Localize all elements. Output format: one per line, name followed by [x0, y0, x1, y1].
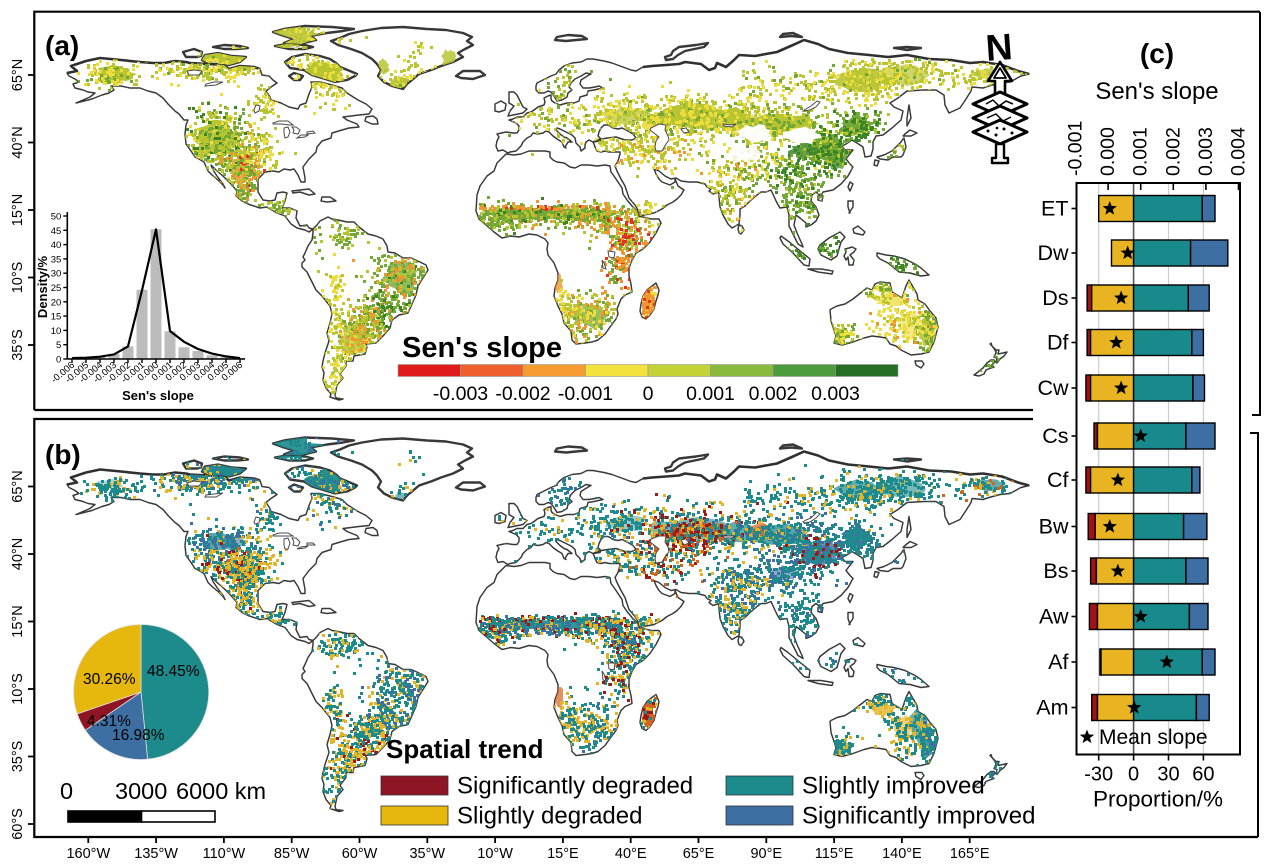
svg-text:40°N: 40°N [10, 538, 26, 570]
svg-text:Cf: Cf [1047, 468, 1069, 492]
svg-text:0: 0 [60, 778, 73, 804]
svg-text:15°E: 15°E [547, 846, 579, 862]
svg-text:Aw: Aw [1039, 605, 1069, 629]
svg-text:Am: Am [1036, 696, 1068, 720]
svg-text:0.001: 0.001 [686, 383, 735, 405]
svg-text:-0.001: -0.001 [558, 383, 613, 405]
svg-text:160°W: 160°W [66, 846, 110, 862]
svg-text:15°N: 15°N [10, 605, 26, 637]
svg-text:35°S: 35°S [10, 741, 26, 773]
svg-text:-0.002: -0.002 [495, 383, 550, 405]
svg-text:40: 40 [51, 240, 62, 251]
svg-text:110°W: 110°W [203, 846, 246, 862]
svg-text:Sen's slope: Sen's slope [1095, 78, 1218, 105]
svg-text:ET: ET [1041, 197, 1068, 221]
svg-text:40°E: 40°E [615, 846, 647, 862]
svg-text:48.45%: 48.45% [147, 663, 200, 680]
svg-text:30.26%: 30.26% [83, 671, 136, 688]
svg-text:10: 10 [51, 326, 62, 337]
svg-text:0.002: 0.002 [1162, 127, 1184, 176]
svg-text:16.98%: 16.98% [112, 727, 165, 744]
svg-text:115°E: 115°E [815, 846, 854, 862]
svg-text:35°W: 35°W [409, 846, 445, 862]
svg-text:Mean slope: Mean slope [1099, 726, 1208, 749]
svg-text:0.003: 0.003 [1195, 127, 1217, 176]
svg-text:Significantly degraded: Significantly degraded [457, 773, 693, 800]
svg-text:Slightly improved: Slightly improved [802, 773, 985, 800]
svg-text:4.31%: 4.31% [87, 713, 131, 730]
svg-text:30: 30 [1157, 764, 1179, 786]
svg-text:Proportion/%: Proportion/% [1093, 787, 1223, 812]
svg-text:0.003: 0.003 [811, 383, 860, 405]
svg-text:65°E: 65°E [683, 846, 715, 862]
svg-text:3000: 3000 [115, 778, 167, 804]
svg-text:Significantly improved: Significantly improved [802, 803, 1035, 830]
svg-text:15°N: 15°N [10, 194, 26, 226]
svg-text:50: 50 [51, 212, 62, 223]
svg-text:Df: Df [1047, 331, 1069, 355]
svg-text:(a): (a) [45, 30, 79, 61]
svg-text:Bw: Bw [1039, 515, 1069, 539]
svg-text:-30: -30 [1084, 764, 1113, 786]
svg-text:Cw: Cw [1037, 376, 1069, 400]
svg-text:Density/%: Density/% [35, 255, 50, 318]
svg-text:30: 30 [51, 269, 62, 280]
svg-text:85°W: 85°W [274, 846, 310, 862]
svg-text:165°E: 165°E [950, 846, 990, 862]
svg-text:-0.003: -0.003 [433, 383, 488, 405]
svg-text:140°E: 140°E [882, 846, 922, 862]
svg-text:(c): (c) [1140, 38, 1174, 69]
svg-text:90°E: 90°E [750, 846, 782, 862]
svg-text:60°S: 60°S [10, 808, 26, 840]
svg-text:Dw: Dw [1037, 241, 1069, 265]
svg-text:65°N: 65°N [10, 470, 26, 502]
svg-text:40°N: 40°N [10, 126, 26, 158]
svg-text:Sen's slope: Sen's slope [122, 388, 194, 403]
svg-text:0.000: 0.000 [1097, 127, 1119, 176]
svg-text:15: 15 [51, 312, 62, 323]
svg-text:Af: Af [1048, 650, 1068, 674]
svg-text:Bs: Bs [1043, 559, 1068, 583]
svg-text:0: 0 [56, 355, 61, 366]
svg-text:0: 0 [643, 383, 654, 405]
svg-text:60: 60 [1192, 764, 1214, 786]
svg-text:Sen's slope: Sen's slope [402, 332, 562, 364]
svg-text:35°S: 35°S [10, 329, 26, 361]
svg-text:Spatial trend: Spatial trend [386, 734, 543, 764]
svg-text:10°S: 10°S [10, 262, 26, 294]
svg-text:5: 5 [56, 340, 61, 351]
svg-text:10°S: 10°S [10, 673, 26, 705]
svg-text:20: 20 [51, 297, 62, 308]
svg-text:135°W: 135°W [134, 846, 178, 862]
svg-text:35: 35 [51, 254, 62, 265]
svg-text:0: 0 [1128, 764, 1139, 786]
svg-text:(b): (b) [45, 439, 81, 470]
svg-text:10°W: 10°W [477, 846, 513, 862]
svg-text:25: 25 [51, 283, 62, 294]
svg-text:6000 km: 6000 km [176, 778, 266, 804]
svg-text:60°W: 60°W [342, 846, 378, 862]
svg-text:-0.001: -0.001 [1065, 121, 1087, 176]
svg-text:0.001: 0.001 [1130, 127, 1152, 176]
svg-text:0.002: 0.002 [749, 383, 798, 405]
svg-text:65°N: 65°N [10, 59, 26, 91]
svg-text:Ds: Ds [1042, 286, 1068, 310]
svg-text:Slightly degraded: Slightly degraded [457, 803, 642, 830]
svg-text:0.004: 0.004 [1228, 127, 1250, 176]
svg-text:45: 45 [51, 226, 62, 237]
svg-text:Cs: Cs [1042, 424, 1068, 448]
